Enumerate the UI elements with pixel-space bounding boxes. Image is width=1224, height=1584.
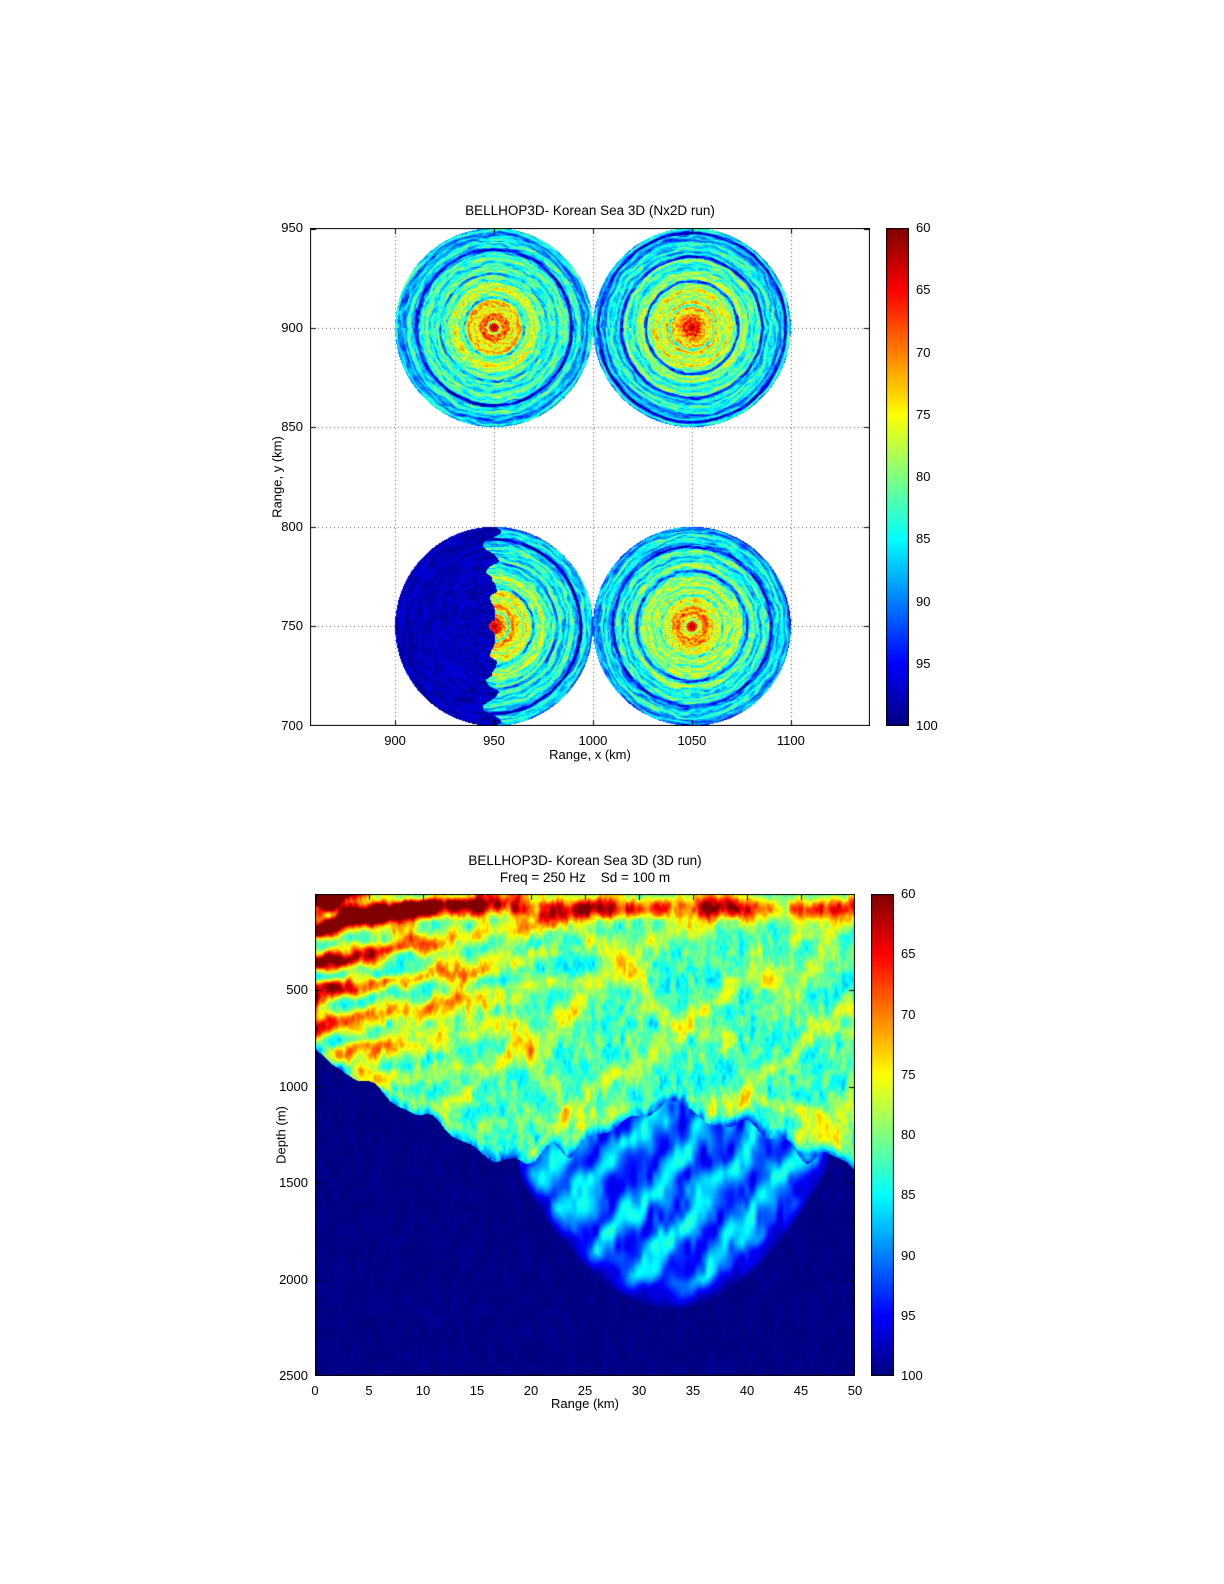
figure2-xtick-label: 50 — [847, 1383, 863, 1398]
figure2-colorbar-tick-label: 75 — [901, 1066, 916, 1082]
figure1-xtick-label: 1050 — [677, 733, 707, 748]
figure1-ytick-label: 900 — [281, 319, 303, 335]
figure1-colorbar-tick-label: 80 — [916, 469, 931, 484]
figure2-xtick-label: 20 — [523, 1383, 539, 1398]
figure1-xlabel: Range, x (km) — [549, 747, 631, 762]
figure2-xtick-label: 40 — [739, 1383, 755, 1398]
figure2-title: BELLHOP3D- Korean Sea 3D (3D run) — [468, 853, 702, 868]
figure1-ytick-label: 800 — [281, 518, 303, 534]
figure2-xlabel: Range (km) — [551, 1396, 619, 1411]
figure2-ytick-label: 2000 — [279, 1271, 308, 1287]
figure1-ytick-label: 700 — [281, 718, 303, 733]
figure2-colorbar-tick-label: 100 — [901, 1368, 923, 1383]
figure2-heatmap-canvas — [315, 894, 855, 1376]
figure1-heatmap-canvas — [310, 228, 870, 726]
figure1-xtick-label: 900 — [384, 733, 406, 748]
figure1-xtick-label: 950 — [483, 733, 505, 748]
figure2-ytick-label: 1500 — [279, 1175, 308, 1191]
figure1-colorbar-tick-label: 75 — [916, 406, 931, 422]
figure2-ylabel: Depth (m) — [273, 1106, 289, 1164]
figure1-colorbar-tick-label: 85 — [916, 531, 931, 547]
figure2-xtick-label: 15 — [469, 1383, 485, 1398]
figure1-colorbar-tick-label: 100 — [916, 718, 938, 733]
figure2-xtick-label: 0 — [311, 1383, 319, 1398]
figure1-ylabel: Range, y (km) — [269, 436, 285, 518]
figure2-xtick-label: 25 — [577, 1383, 593, 1398]
figure1-colorbar-tick-label: 60 — [916, 220, 931, 235]
figure1-ytick-label: 850 — [281, 419, 303, 435]
figure1-colorbar-tick-label: 70 — [916, 344, 931, 360]
figure1-xtick-label: 1000 — [578, 733, 608, 748]
figure2-colorbar-tick-label: 60 — [901, 886, 916, 901]
figure2-xtick-label: 45 — [793, 1383, 809, 1398]
figure2-subtitle: Freq = 250 Hz Sd = 100 m — [499, 870, 671, 885]
figure2-colorbar-tick-label: 90 — [901, 1247, 916, 1263]
figure2-ytick-label: 1000 — [279, 1078, 308, 1094]
figure2-colorbar-tick-label: 95 — [901, 1307, 916, 1323]
figure1-title: BELLHOP3D- Korean Sea 3D (Nx2D run) — [465, 203, 715, 218]
figure2-colorbar-canvas — [871, 894, 894, 1376]
figure1-xtick-label: 1100 — [776, 733, 805, 748]
figure2-colorbar-tick-label: 80 — [901, 1127, 916, 1142]
figure1-colorbar-tick-label: 65 — [916, 282, 931, 298]
figure2-colorbar-tick-label: 65 — [901, 946, 916, 962]
figure2-colorbar-tick-label: 85 — [901, 1187, 916, 1203]
figure1-ytick-label: 750 — [281, 618, 303, 634]
figure2-ytick-label: 2500 — [279, 1368, 308, 1383]
figure2-xtick-label: 5 — [365, 1383, 373, 1398]
figure1-colorbar-canvas — [886, 228, 909, 726]
figure2-ytick-label: 500 — [286, 982, 308, 998]
figure2-xtick-label: 35 — [685, 1383, 701, 1398]
figure1-ytick-label: 950 — [281, 220, 303, 235]
figure1-colorbar-tick-label: 95 — [916, 655, 931, 671]
figure2-xtick-label: 30 — [631, 1383, 647, 1398]
figure1-colorbar-tick-label: 90 — [916, 593, 931, 609]
figure2-colorbar-tick-label: 70 — [901, 1006, 916, 1022]
figure2-xtick-label: 10 — [415, 1383, 431, 1398]
